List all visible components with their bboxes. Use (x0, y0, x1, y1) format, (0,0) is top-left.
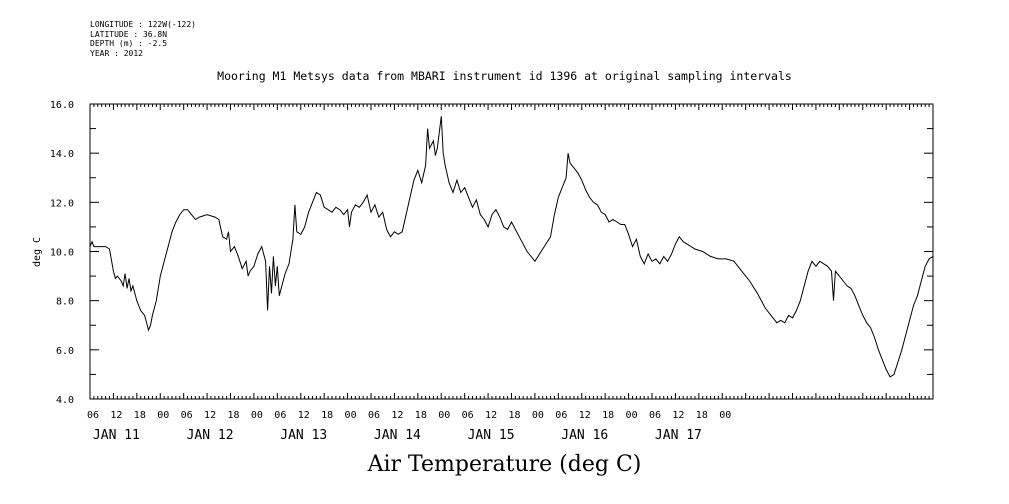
x-tick-label: 18 (227, 410, 239, 421)
x-tick-label: 12 (485, 410, 497, 421)
x-tick-label: 00 (626, 410, 638, 421)
x-tick-label: 00 (251, 410, 263, 421)
x-day-label: JAN 16 (561, 428, 608, 443)
x-tick-label: 18 (602, 410, 614, 421)
y-tick-label: 8.0 (56, 297, 74, 308)
x-tick-label: 06 (368, 410, 380, 421)
x-tick-label: 00 (438, 410, 450, 421)
x-tick-label: 06 (181, 410, 193, 421)
x-tick-label: 12 (204, 410, 216, 421)
y-tick-label: 4.0 (56, 395, 74, 406)
x-day-label: JAN 13 (280, 428, 327, 443)
x-tick-label: 00 (345, 410, 357, 421)
x-tick-label: 06 (649, 410, 661, 421)
x-day-label: JAN 15 (468, 428, 515, 443)
x-tick-label: 06 (274, 410, 286, 421)
x-tick-label: 18 (134, 410, 146, 421)
x-tick-label: 06 (87, 410, 99, 421)
x-tick-label: 00 (532, 410, 544, 421)
x-tick-label: 06 (555, 410, 567, 421)
y-tick-label: 12.0 (50, 198, 74, 209)
plot-frame (89, 103, 934, 400)
x-day-label: JAN 11 (93, 428, 140, 443)
x-day-label: JAN 14 (374, 428, 421, 443)
x-tick-label: 00 (719, 410, 731, 421)
x-tick-label: 12 (672, 410, 684, 421)
longitude-label: LONGITUDE : 122W(-122) (90, 20, 196, 29)
air-temperature-line (89, 116, 934, 378)
x-day-label: JAN 12 (187, 428, 234, 443)
chart-title: Air Temperature (deg C) (367, 452, 642, 477)
chart-subtitle: Mooring M1 Metsys data from MBARI instru… (217, 69, 792, 83)
x-tick-label: 18 (415, 410, 427, 421)
x-tick-label: 06 (462, 410, 474, 421)
y-tick-label: 16.0 (50, 100, 74, 111)
x-tick-label: 18 (696, 410, 708, 421)
x-tick-label: 18 (508, 410, 520, 421)
y-tick-label: 10.0 (50, 248, 74, 259)
axis-ticks (89, 103, 934, 400)
x-tick-label: 12 (391, 410, 403, 421)
y-axis-label: deg C (32, 237, 43, 267)
latitude-label: LATITUDE : 36.8N (90, 29, 168, 39)
x-tick-label: 00 (157, 410, 169, 421)
x-tick-label: 12 (110, 410, 122, 421)
x-day-label: JAN 17 (655, 428, 702, 443)
y-tick-label: 6.0 (56, 346, 74, 357)
depth-label: DEPTH (m) : -2.5 (90, 39, 168, 48)
axis-labels: 06 12 18 00 06 12 18 00 06 12 18 00 06 12 18 00 06 12 18 00… (50, 100, 731, 443)
x-tick-label: 12 (579, 410, 591, 421)
metadata-block: LONGITUDE : 122W(-122) LATITUDE : 36.8N … (90, 20, 196, 58)
x-tick-label: 12 (298, 410, 310, 421)
year-label: YEAR : 2012 (90, 48, 143, 58)
x-tick-label: 18 (321, 410, 333, 421)
y-tick-label: 14.0 (50, 149, 74, 160)
